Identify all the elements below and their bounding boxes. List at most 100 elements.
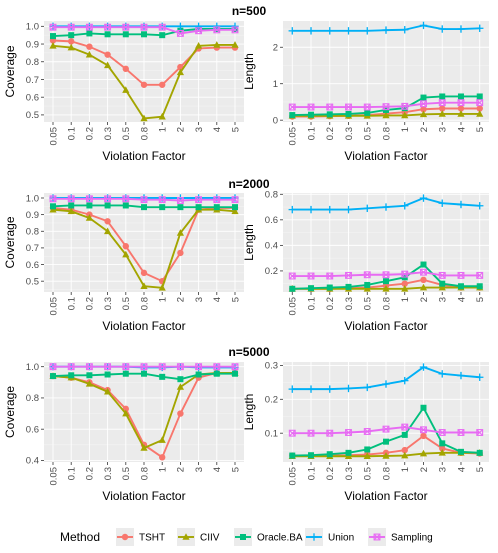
legend-label: TSHT — [139, 533, 165, 544]
panel-4: 0.4 0.6 0.8 1.0 0.05 0.1 0.2 0.3 0.5 0.8 1 2 3 4 5 Viol… — [3, 362, 244, 503]
data-point — [401, 105, 408, 112]
x-tick-label: 2 — [176, 127, 187, 132]
x-tick-label: 0.3 — [103, 127, 114, 140]
x-tick-label: 2 — [419, 467, 430, 472]
data-point — [476, 24, 484, 32]
data-point — [382, 452, 390, 459]
data-point — [177, 249, 184, 257]
y-axis-title: Length — [242, 224, 256, 261]
data-point — [50, 373, 56, 380]
x-tick-label: 5 — [230, 467, 241, 472]
x-tick-label: 3 — [438, 127, 449, 132]
y-axis-title: Coverage — [3, 45, 17, 97]
y-tick-label: 0.7 — [26, 243, 39, 254]
series-sampling — [49, 363, 239, 371]
data-point — [289, 285, 296, 292]
y-tick-label: 0.2 — [265, 395, 278, 406]
y-tick-label: 0.6 — [26, 92, 39, 103]
data-point — [140, 444, 148, 451]
data-point — [67, 195, 75, 203]
data-point — [326, 284, 333, 291]
data-point — [308, 452, 315, 459]
series-sampling — [288, 423, 484, 437]
data-point — [104, 31, 111, 38]
data-point — [140, 81, 148, 88]
data-point — [419, 363, 428, 371]
data-point — [438, 25, 446, 33]
data-point — [457, 200, 465, 209]
x-tick-label: 0.05 — [288, 467, 299, 486]
data-point — [364, 109, 371, 116]
data-point — [345, 110, 352, 117]
legend-title: Method — [60, 530, 100, 544]
data-point — [420, 106, 427, 113]
y-tick-label: 0.9 — [26, 39, 39, 50]
data-point — [289, 112, 296, 119]
data-point — [345, 429, 352, 436]
y-axis-title: Length — [242, 53, 256, 90]
data-point — [476, 283, 483, 290]
y-tick-label: 2 — [273, 43, 278, 54]
data-point — [363, 285, 371, 292]
data-point — [363, 27, 371, 35]
data-point — [85, 363, 93, 371]
data-point — [326, 451, 333, 458]
x-tick-label: 0.1 — [67, 127, 78, 140]
data-point — [420, 404, 427, 411]
series-oracle-ba — [50, 370, 238, 383]
y-tick-label: 0.5 — [26, 276, 39, 287]
x-tick-label: 0.2 — [85, 297, 96, 310]
x-tick-label: 0.8 — [381, 127, 392, 140]
legend-item-sampling: Sampling — [368, 528, 433, 546]
y-tick-label: 1.0 — [26, 362, 39, 373]
x-tick-label: 0.1 — [67, 297, 78, 310]
data-point — [104, 195, 112, 203]
legend-label: Union — [328, 533, 354, 544]
y-axis-title: Coverage — [3, 386, 17, 438]
data-point — [288, 103, 296, 111]
data-point — [401, 280, 408, 287]
data-point — [122, 363, 130, 371]
data-point — [85, 214, 93, 221]
data-point — [213, 22, 221, 31]
data-point — [326, 272, 334, 280]
data-point — [176, 229, 184, 236]
x-tick-label: 0.2 — [85, 467, 96, 480]
data-point — [159, 454, 166, 461]
data-point — [213, 370, 220, 377]
data-point — [344, 27, 353, 35]
data-point — [140, 23, 148, 31]
data-point — [159, 32, 166, 39]
data-point — [457, 93, 464, 100]
data-point — [439, 445, 446, 452]
data-point — [104, 61, 112, 69]
data-point — [213, 41, 221, 48]
data-point — [382, 203, 390, 211]
x-tick-label: 5 — [230, 297, 241, 302]
x-axis-title: Violation Factor — [344, 319, 427, 333]
data-point — [476, 105, 483, 112]
data-point — [326, 205, 334, 214]
data-point — [86, 372, 93, 379]
x-axis-title: Violation Factor — [102, 319, 185, 333]
data-point — [194, 22, 203, 31]
x-axis-title: Violation Factor — [102, 149, 185, 163]
data-point — [288, 272, 296, 280]
data-point — [141, 31, 147, 38]
x-tick-label: 0.8 — [381, 467, 392, 480]
data-point — [420, 261, 427, 268]
x-tick-label: 0.1 — [306, 467, 317, 480]
data-point — [401, 376, 409, 385]
data-point — [177, 376, 184, 383]
y-tick-label: 0.8 — [26, 393, 39, 404]
data-point — [140, 114, 148, 122]
data-point — [158, 196, 166, 204]
data-point — [364, 446, 371, 453]
data-point — [476, 373, 484, 381]
data-point — [307, 429, 315, 437]
data-point — [49, 23, 57, 31]
data-point — [439, 440, 446, 447]
x-tick-label: 3 — [438, 297, 449, 302]
data-point — [420, 268, 427, 276]
